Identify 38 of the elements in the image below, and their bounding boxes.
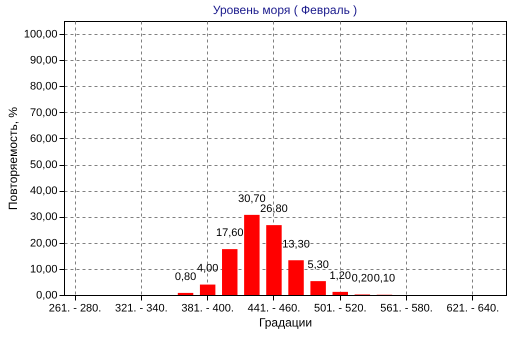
y-tick-label: 90,00 bbox=[30, 54, 58, 67]
x-tick-label: 381. - 400. bbox=[181, 302, 234, 314]
bar bbox=[310, 281, 326, 295]
y-tick-label: 10,00 bbox=[30, 263, 58, 276]
x-tick-label: 321. - 340. bbox=[115, 302, 168, 314]
y-tick-label: 70,00 bbox=[30, 106, 58, 119]
bar bbox=[332, 292, 348, 295]
data-label: 30,70 bbox=[238, 192, 266, 205]
chart-title: Уровень моря ( Февраль ) bbox=[212, 3, 358, 17]
data-label: 4,00 bbox=[196, 262, 218, 275]
y-tick-label: 20,00 bbox=[30, 237, 58, 250]
y-tick-label: 50,00 bbox=[30, 159, 58, 172]
data-label: 17,60 bbox=[216, 227, 244, 240]
y-tick-label: 40,00 bbox=[30, 185, 58, 198]
x-tick-label: 501. - 520. bbox=[314, 302, 367, 314]
data-label: 0,10 bbox=[374, 272, 396, 285]
x-tick-label: 261. - 280. bbox=[48, 302, 102, 314]
data-label: 5,30 bbox=[307, 259, 329, 272]
x-tick-label: 621. - 640. bbox=[446, 302, 500, 314]
bar bbox=[288, 260, 304, 295]
y-tick-label: 0,00 bbox=[36, 290, 58, 302]
y-axis-title: Повторяемость, % bbox=[6, 106, 20, 210]
x-axis-title: Градации bbox=[258, 316, 312, 330]
data-label: 13,30 bbox=[282, 238, 310, 250]
data-label: 0,80 bbox=[174, 270, 196, 283]
bar bbox=[244, 214, 260, 295]
bar bbox=[266, 225, 282, 295]
bar bbox=[222, 249, 238, 295]
data-label: 0,20 bbox=[352, 272, 374, 284]
y-tick-label: 80,00 bbox=[30, 80, 58, 93]
x-tick-label: 441. - 460. bbox=[248, 302, 300, 314]
x-tick-label: 561. - 580. bbox=[380, 302, 433, 314]
y-tick-label: 100,00 bbox=[24, 28, 58, 41]
data-label: 26,80 bbox=[260, 203, 288, 216]
data-label: 1,20 bbox=[330, 270, 351, 282]
y-tick-label: 60,00 bbox=[30, 132, 58, 145]
bar bbox=[200, 284, 216, 295]
y-tick-label: 30,00 bbox=[30, 211, 58, 224]
